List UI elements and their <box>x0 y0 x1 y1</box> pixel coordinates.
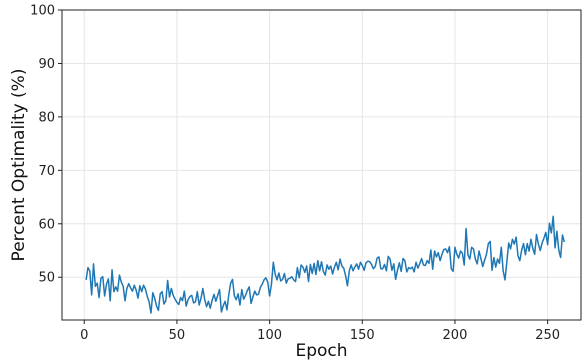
y-axis-title: Percent Optimality (%) <box>9 69 29 262</box>
y-axis-ticks: 50 60 70 80 90 100 <box>30 4 62 286</box>
x-tick-label: 0 <box>80 328 88 343</box>
y-tick-label: 50 <box>38 271 55 286</box>
x-tick-label: 200 <box>443 328 468 343</box>
x-tick-label: 50 <box>169 328 186 343</box>
y-tick-label: 90 <box>38 57 55 72</box>
y-tick-label: 60 <box>38 217 55 232</box>
y-tick-label: 70 <box>38 164 55 179</box>
series-line <box>85 215 566 314</box>
y-tick-label: 80 <box>38 110 55 125</box>
x-axis-ticks: 0 50 100 150 200 250 <box>80 320 560 343</box>
x-tick-label: 250 <box>535 328 560 343</box>
plot-frame <box>61 9 582 321</box>
x-tick-label: 150 <box>350 328 375 343</box>
x-axis-title: Epoch <box>295 341 347 361</box>
x-tick-label: 100 <box>257 328 282 343</box>
y-tick-label: 100 <box>30 4 55 19</box>
